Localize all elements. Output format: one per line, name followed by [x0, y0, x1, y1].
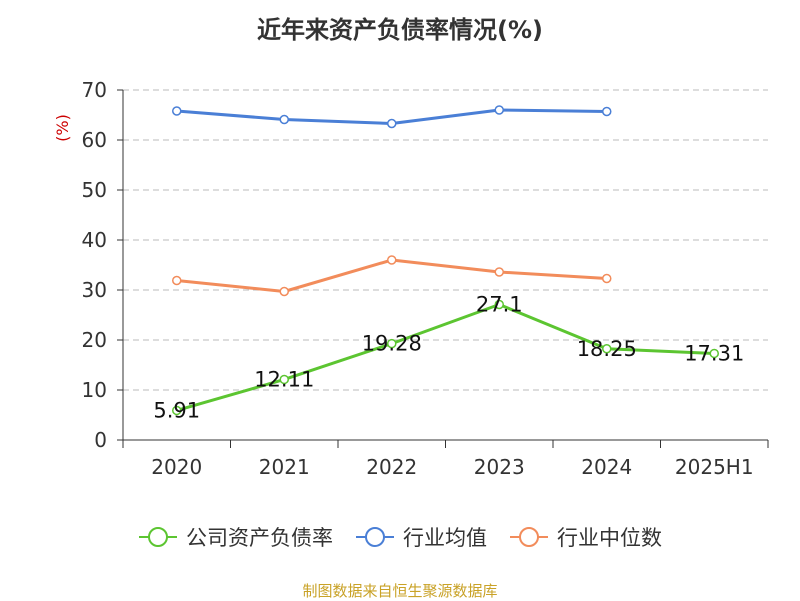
legend-item: 行业均值 [355, 522, 487, 552]
chart-legend: 公司资产负债率 行业均值 行业中位数 [0, 520, 800, 554]
data-point [387, 118, 397, 129]
y-tick-label: 10 [82, 378, 107, 402]
x-tick-label: 2025H1 [675, 455, 754, 479]
legend-swatch [139, 527, 177, 547]
data-label: 18.25 [577, 337, 637, 361]
y-tick-label: 30 [82, 278, 107, 302]
data-point [602, 106, 612, 117]
data-label: 27.1 [476, 293, 523, 317]
legend-label: 行业中位数 [557, 526, 662, 550]
y-tick-label: 50 [82, 178, 107, 202]
legend-label: 行业均值 [403, 526, 487, 550]
legend-item: 行业中位数 [509, 522, 662, 552]
data-label: 5.91 [153, 398, 200, 422]
data-point [709, 348, 719, 359]
legend-swatch [510, 527, 548, 547]
chart-title: 近年来资产负债率情况(%) [257, 16, 543, 44]
data-point [494, 267, 504, 277]
legend-label: 公司资产负债率 [186, 526, 333, 550]
y-tick-label: 60 [82, 128, 107, 152]
series-line [176, 303, 715, 412]
data-label: 12.11 [254, 367, 314, 391]
source-note: 制图数据来自恒生聚源数据库 [302, 582, 498, 600]
y-axis-label: (%) [53, 114, 72, 142]
data-point [279, 374, 289, 385]
data-label: 19.28 [362, 332, 422, 356]
data-point [279, 286, 289, 297]
legend-item: 公司资产负债率 [138, 522, 333, 552]
data-label: 17.31 [684, 341, 744, 365]
data-point [387, 255, 397, 265]
data-point [494, 299, 504, 310]
y-tick-label: 0 [94, 428, 107, 452]
y-tick-label: 70 [82, 78, 107, 102]
data-point [387, 338, 397, 349]
data-point [494, 105, 504, 115]
x-tick-label: 2022 [366, 455, 417, 479]
data-point [602, 273, 612, 284]
x-tick-label: 2020 [151, 455, 202, 479]
y-tick-label: 20 [82, 328, 107, 352]
data-point [602, 344, 612, 354]
data-point [172, 106, 182, 116]
x-tick-label: 2021 [259, 455, 310, 479]
legend-swatch [356, 527, 394, 547]
data-point [279, 114, 289, 125]
data-point [172, 275, 182, 286]
x-tick-label: 2024 [581, 455, 632, 479]
x-tick-label: 2023 [474, 455, 525, 479]
y-tick-label: 40 [82, 228, 107, 252]
data-point [172, 405, 182, 416]
